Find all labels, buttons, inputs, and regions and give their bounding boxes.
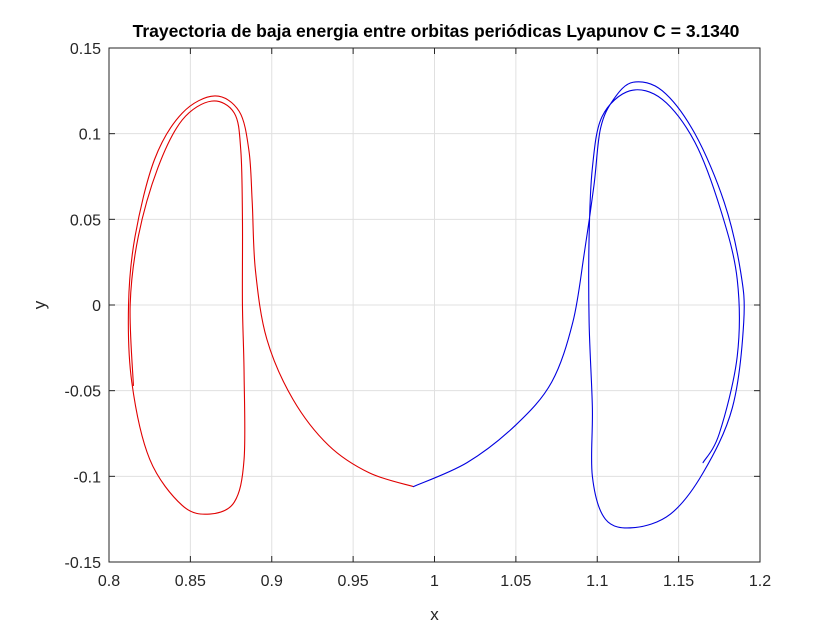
axis-ticks <box>108 47 761 563</box>
x-tick-label: 0.95 <box>338 573 369 590</box>
y-tick-label: -0.1 <box>73 469 101 486</box>
x-tick-label: 0.9 <box>261 573 283 590</box>
y-tick-label: 0.05 <box>70 212 101 229</box>
y-tick-label: 0.15 <box>70 41 101 58</box>
x-tick-label: 1 <box>430 573 439 590</box>
y-tick-label: -0.15 <box>65 555 102 572</box>
x-tick-label: 1.2 <box>749 573 771 590</box>
x-tick-label: 1.1 <box>586 573 608 590</box>
y-axis-label: y <box>30 300 49 309</box>
axis-tick-labels: 0.8 0.85 0.9 0.95 1 1.05 1.1 1.15 1.2 -0.15 -0.1 -0… <box>65 41 772 590</box>
y-tick-label: 0.1 <box>79 127 101 144</box>
trajectory-curves <box>127 81 745 529</box>
trajectory-series-2 <box>412 81 745 529</box>
trajectory-series-1 <box>127 95 414 515</box>
x-tick-label: 1.05 <box>500 573 531 590</box>
y-tick-label: -0.05 <box>65 384 102 401</box>
y-tick-label: 0 <box>92 298 101 315</box>
x-axis-label: x <box>430 605 439 624</box>
chart-title: Trayectoria de baja energia entre orbita… <box>133 21 740 41</box>
x-tick-label: 0.8 <box>98 573 120 590</box>
x-tick-label: 0.85 <box>175 573 206 590</box>
x-tick-label: 1.15 <box>663 573 694 590</box>
